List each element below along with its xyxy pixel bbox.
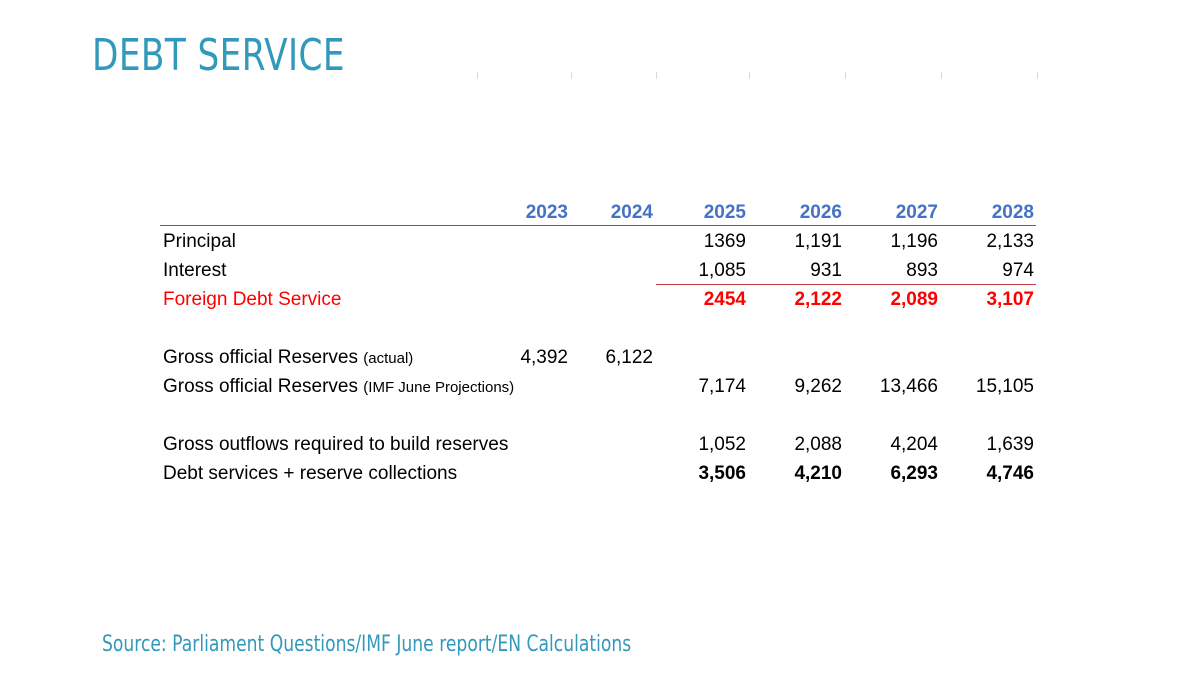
table-cell: 1,085 — [698, 260, 746, 281]
table-cell: 3,107 — [986, 289, 1034, 310]
table-cell: 931 — [810, 260, 842, 281]
decor-tick — [571, 72, 572, 79]
table-cell: 4,210 — [794, 463, 842, 484]
year-header: 2027 — [895, 202, 938, 223]
row-label-foreign-debt-service: Foreign Debt Service — [163, 289, 342, 310]
table-cell: 6,122 — [605, 347, 653, 368]
table-cell: 1,196 — [890, 231, 938, 252]
source-note: Source: Parliament Questions/IMF June re… — [102, 632, 632, 657]
row-label-principal: Principal — [163, 231, 236, 252]
table-cell: 893 — [906, 260, 938, 281]
row-label-reserves-imf: Gross official Reserves (IMF June Projec… — [163, 376, 514, 399]
row-label-text: Gross official Reserves — [163, 376, 358, 397]
year-header: 2028 — [991, 202, 1034, 223]
table-cell: 6,293 — [890, 463, 938, 484]
header-rule — [160, 225, 1036, 226]
table-cell: 1,052 — [698, 434, 746, 455]
table-cell: 1,639 — [986, 434, 1034, 455]
table-cell: 2,122 — [794, 289, 842, 310]
row-label-text: Gross official Reserves — [163, 347, 358, 368]
slide-title: DEBT SERVICE — [92, 30, 345, 81]
table-cell: 974 — [1002, 260, 1034, 281]
table-cell: 4,392 — [520, 347, 568, 368]
decor-tick — [1037, 72, 1038, 79]
table-cell: 15,105 — [975, 376, 1034, 397]
year-header: 2024 — [610, 202, 653, 223]
table-cell: 13,466 — [879, 376, 938, 397]
row-label-gross-outflows: Gross outflows required to build reserve… — [163, 434, 509, 455]
table-cell: 2,089 — [890, 289, 938, 310]
table-cell: 9,262 — [794, 376, 842, 397]
table-cell: 7,174 — [698, 376, 746, 397]
row-label-debt-plus-reserves: Debt services + reserve collections — [163, 463, 458, 484]
decor-tick — [845, 72, 846, 79]
decor-tick — [656, 72, 657, 79]
row-label-interest: Interest — [163, 260, 227, 281]
table-cell: 1,191 — [794, 231, 842, 252]
year-header: 2025 — [703, 202, 746, 223]
decor-tick — [749, 72, 750, 79]
year-header: 2026 — [799, 202, 842, 223]
table-cell: 4,204 — [890, 434, 938, 455]
row-label-reserves-actual: Gross official Reserves (actual) — [163, 347, 413, 370]
decor-tick — [941, 72, 942, 79]
table-cell: 2,133 — [986, 231, 1034, 252]
row-label-note: (actual) — [363, 350, 414, 367]
decor-tick — [477, 72, 478, 79]
subtotal-rule — [656, 284, 1036, 285]
table-cell: 2,088 — [794, 434, 842, 455]
table-cell: 3,506 — [698, 463, 746, 484]
table-cell: 2454 — [703, 289, 746, 310]
table-cell: 1369 — [703, 231, 746, 252]
row-label-note: (IMF June Projections) — [363, 379, 515, 396]
year-header: 2023 — [525, 202, 568, 223]
table-cell: 4,746 — [986, 463, 1034, 484]
